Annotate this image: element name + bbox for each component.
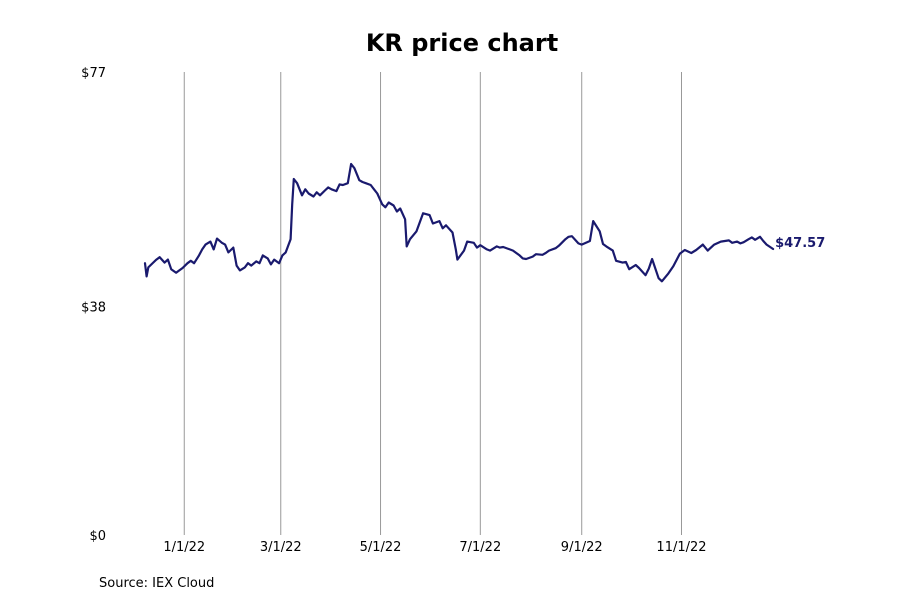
y-tick-label: $38 [81,301,106,316]
chart-title: KR price chart [366,29,558,57]
source-note: Source: IEX Cloud [99,576,214,591]
x-tick-label: 11/1/22 [656,540,706,555]
y-axis-ticks: $0 $38 $77 [81,66,106,544]
y-tick-label: $0 [89,529,106,544]
price-series-line [143,162,775,283]
y-tick-label: $77 [81,66,106,81]
x-tick-label: 5/1/22 [360,540,402,555]
x-tick-label: 1/1/22 [163,540,205,555]
x-tick-label: 9/1/22 [561,540,603,555]
x-axis-ticks: 1/1/22 3/1/22 5/1/22 7/1/22 9/1/22 11/1/22 [163,540,706,555]
vertical-gridlines [183,72,682,535]
x-tick-label: 3/1/22 [260,540,302,555]
last-price-label: $47.57 [775,236,825,251]
x-tick-label: 7/1/22 [459,540,501,555]
